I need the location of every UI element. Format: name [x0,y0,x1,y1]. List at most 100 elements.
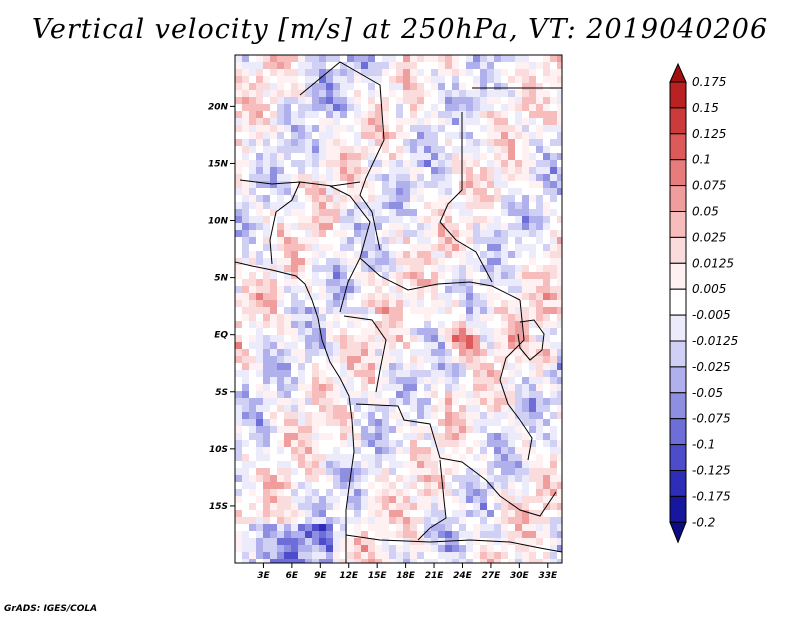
field-cell [543,433,550,440]
field-cell [543,538,550,545]
field-cell [270,188,277,195]
field-cell [389,230,396,237]
field-cell [550,447,557,454]
field-cell [487,279,494,286]
field-cell [333,538,340,545]
field-cell [459,265,466,272]
field-cell [445,517,452,524]
field-cell [389,475,396,482]
field-cell [319,188,326,195]
field-cell [312,209,319,216]
field-cell [312,398,319,405]
field-cell [480,545,487,552]
field-cell [305,90,312,97]
field-cell [417,384,424,391]
field-cell [354,321,361,328]
field-cell [249,125,256,132]
field-cell [326,321,333,328]
field-cell [235,244,242,251]
field-cell [375,244,382,251]
field-cell [389,468,396,475]
field-cell [361,125,368,132]
field-cell [361,104,368,111]
field-cell [361,153,368,160]
field-cell [466,97,473,104]
field-cell [522,174,529,181]
field-cell [529,265,536,272]
field-cell [529,300,536,307]
field-cell [396,461,403,468]
field-cell [494,160,501,167]
field-cell [543,545,550,552]
field-cell [508,545,515,552]
field-cell [452,258,459,265]
border-drc-angola [355,403,487,481]
field-cell [375,538,382,545]
field-cell [557,356,562,363]
field-cell [277,307,284,314]
field-cell [487,496,494,503]
field-cell [466,440,473,447]
field-cell [326,559,333,563]
field-cell [473,279,480,286]
field-cell [410,517,417,524]
field-cell [256,503,263,510]
field-cell [326,76,333,83]
field-cell [459,433,466,440]
field-cell [263,153,270,160]
field-cell [361,76,368,83]
field-cell [340,132,347,139]
field-cell [326,342,333,349]
field-cell [305,482,312,489]
field-cell [403,258,410,265]
field-cell [403,426,410,433]
field-cell [508,377,515,384]
field-cell [445,447,452,454]
field-cell [368,83,375,90]
field-cell [508,426,515,433]
field-cell [298,489,305,496]
field-cell [361,468,368,475]
field-cell [480,104,487,111]
field-cell [396,321,403,328]
field-cell [466,62,473,69]
field-cell [438,237,445,244]
field-cell [354,83,361,90]
field-cell [389,265,396,272]
field-cell [333,286,340,293]
field-cell [284,398,291,405]
field-cell [256,419,263,426]
field-cell [550,181,557,188]
field-cell [284,258,291,265]
field-cell [396,202,403,209]
field-cell [375,419,382,426]
field-cell [487,454,494,461]
field-cell [424,419,431,426]
field-cell [522,349,529,356]
field-cell [410,461,417,468]
field-cell [480,496,487,503]
field-cell [333,370,340,377]
field-cell [284,146,291,153]
field-cell [291,118,298,125]
field-cell [270,146,277,153]
field-cell [389,251,396,258]
field-cell [277,440,284,447]
field-cell [375,174,382,181]
field-cell [529,524,536,531]
lat-label: EQ [214,331,228,341]
field-cell [368,174,375,181]
field-cell [501,104,508,111]
field-cell [557,132,562,139]
field-cell [487,370,494,377]
field-cell [242,349,249,356]
field-cell [333,475,340,482]
field-cell [242,125,249,132]
field-cell [284,111,291,118]
field-cell [480,503,487,510]
field-cell [256,545,263,552]
field-cell [536,202,543,209]
field-cell [452,517,459,524]
field-cell [242,531,249,538]
field-cell [459,209,466,216]
